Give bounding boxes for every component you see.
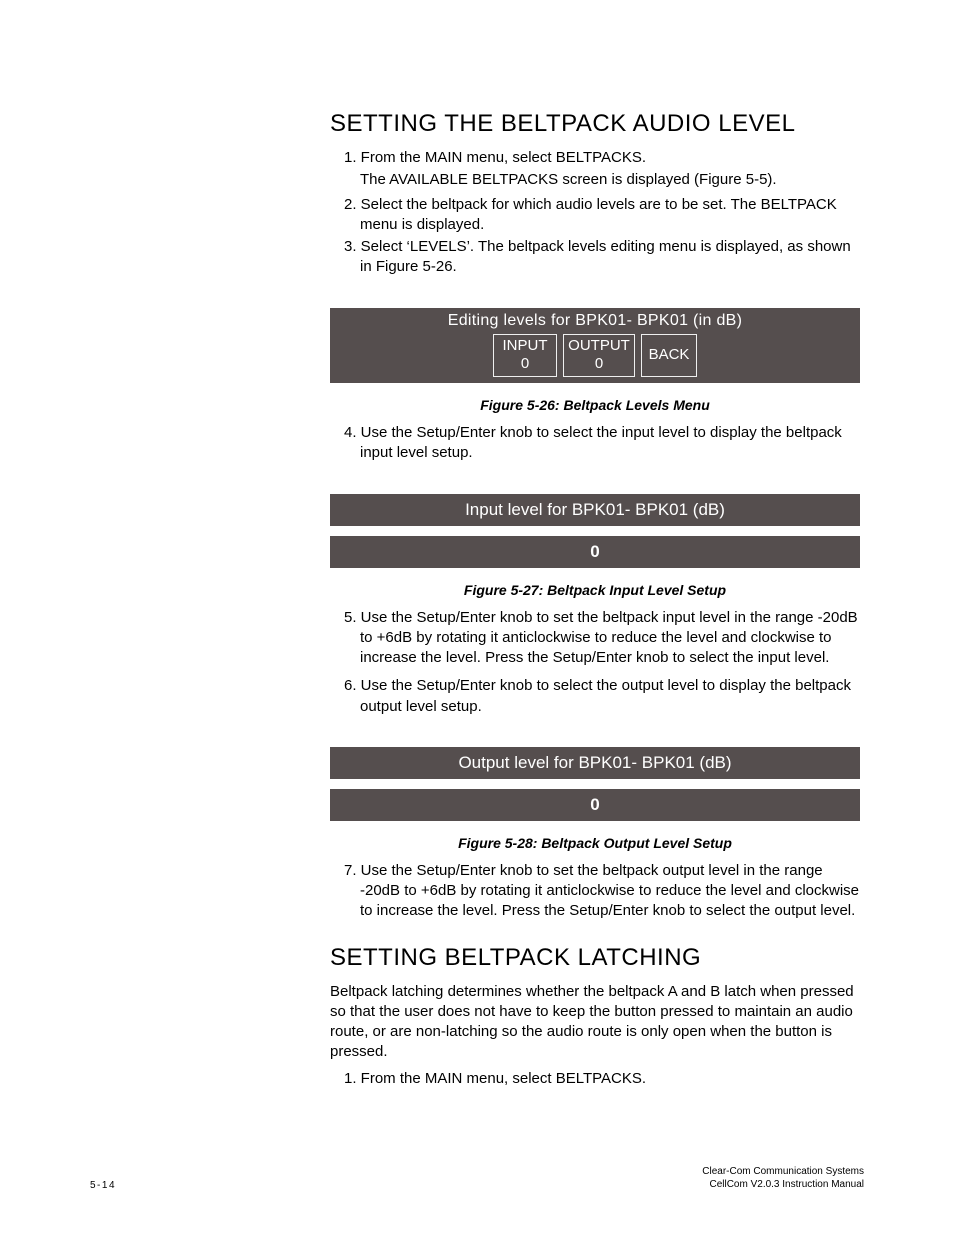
step-3: 3. Select ‘LEVELS’. The beltpack levels …: [330, 237, 864, 278]
fig27-caption: Figure 5-27: Beltpack Input Level Setup: [330, 582, 860, 598]
fig26-input-value: 0: [498, 355, 552, 374]
fig27-gap: [330, 526, 860, 536]
step-1a: 1. From the MAIN menu, select BELTPACKS.: [330, 148, 864, 168]
latching-step-1: 1. From the MAIN menu, select BELTPACKS.: [330, 1069, 864, 1089]
fig26-output-cell: OUTPUT 0: [563, 334, 635, 378]
fig26-input-cell: INPUT 0: [493, 334, 557, 378]
heading-audio-level: SETTING THE BELTPACK AUDIO LEVEL: [330, 110, 864, 138]
fig26-back-cell: BACK: [641, 334, 697, 378]
footer-right: Clear-Com Communication Systems CellCom …: [702, 1166, 864, 1191]
fig27-bar: Input level for BPK01- BPK01 (dB): [330, 494, 860, 526]
fig27-value: 0: [330, 536, 860, 568]
footer-line-1: Clear-Com Communication Systems: [702, 1166, 864, 1179]
fig26-row: INPUT 0 OUTPUT 0 BACK: [330, 334, 860, 378]
step-1b: The AVAILABLE BELTPACKS screen is displa…: [330, 170, 864, 190]
page: SETTING THE BELTPACK AUDIO LEVEL 1. From…: [0, 0, 954, 1235]
fig26-title: Editing levels for BPK01- BPK01 (in dB): [330, 312, 860, 330]
fig28-gap: [330, 779, 860, 789]
fig28-bar: Output level for BPK01- BPK01 (dB): [330, 747, 860, 779]
fig26-output-value: 0: [568, 355, 630, 374]
fig26-output-label: OUTPUT: [568, 337, 630, 356]
figure-5-26-lcd: Editing levels for BPK01- BPK01 (in dB) …: [330, 308, 860, 384]
fig26-back-label: BACK: [649, 346, 690, 365]
step-4: 4. Use the Setup/Enter knob to select th…: [330, 423, 864, 464]
heading-latching: SETTING BELTPACK LATCHING: [330, 944, 864, 972]
step-2: 2. Select the beltpack for which audio l…: [330, 195, 864, 236]
fig26-caption: Figure 5-26: Beltpack Levels Menu: [330, 397, 860, 413]
footer-page-number: 5-14: [90, 1180, 116, 1191]
step-6: 6. Use the Setup/Enter knob to select th…: [330, 676, 864, 717]
step-7: 7. Use the Setup/Enter knob to set the b…: [330, 861, 864, 922]
latching-para: Beltpack latching determines whether the…: [330, 982, 864, 1063]
figure-5-28-lcd: Output level for BPK01- BPK01 (dB) 0: [330, 747, 860, 821]
fig28-value: 0: [330, 789, 860, 821]
figure-5-27-lcd: Input level for BPK01- BPK01 (dB) 0: [330, 494, 860, 568]
footer-line-2: CellCom V2.0.3 Instruction Manual: [702, 1179, 864, 1192]
page-footer: 5-14 Clear-Com Communication Systems Cel…: [90, 1166, 864, 1191]
step-5: 5. Use the Setup/Enter knob to set the b…: [330, 608, 864, 669]
fig28-caption: Figure 5-28: Beltpack Output Level Setup: [330, 835, 860, 851]
fig26-input-label: INPUT: [498, 337, 552, 356]
